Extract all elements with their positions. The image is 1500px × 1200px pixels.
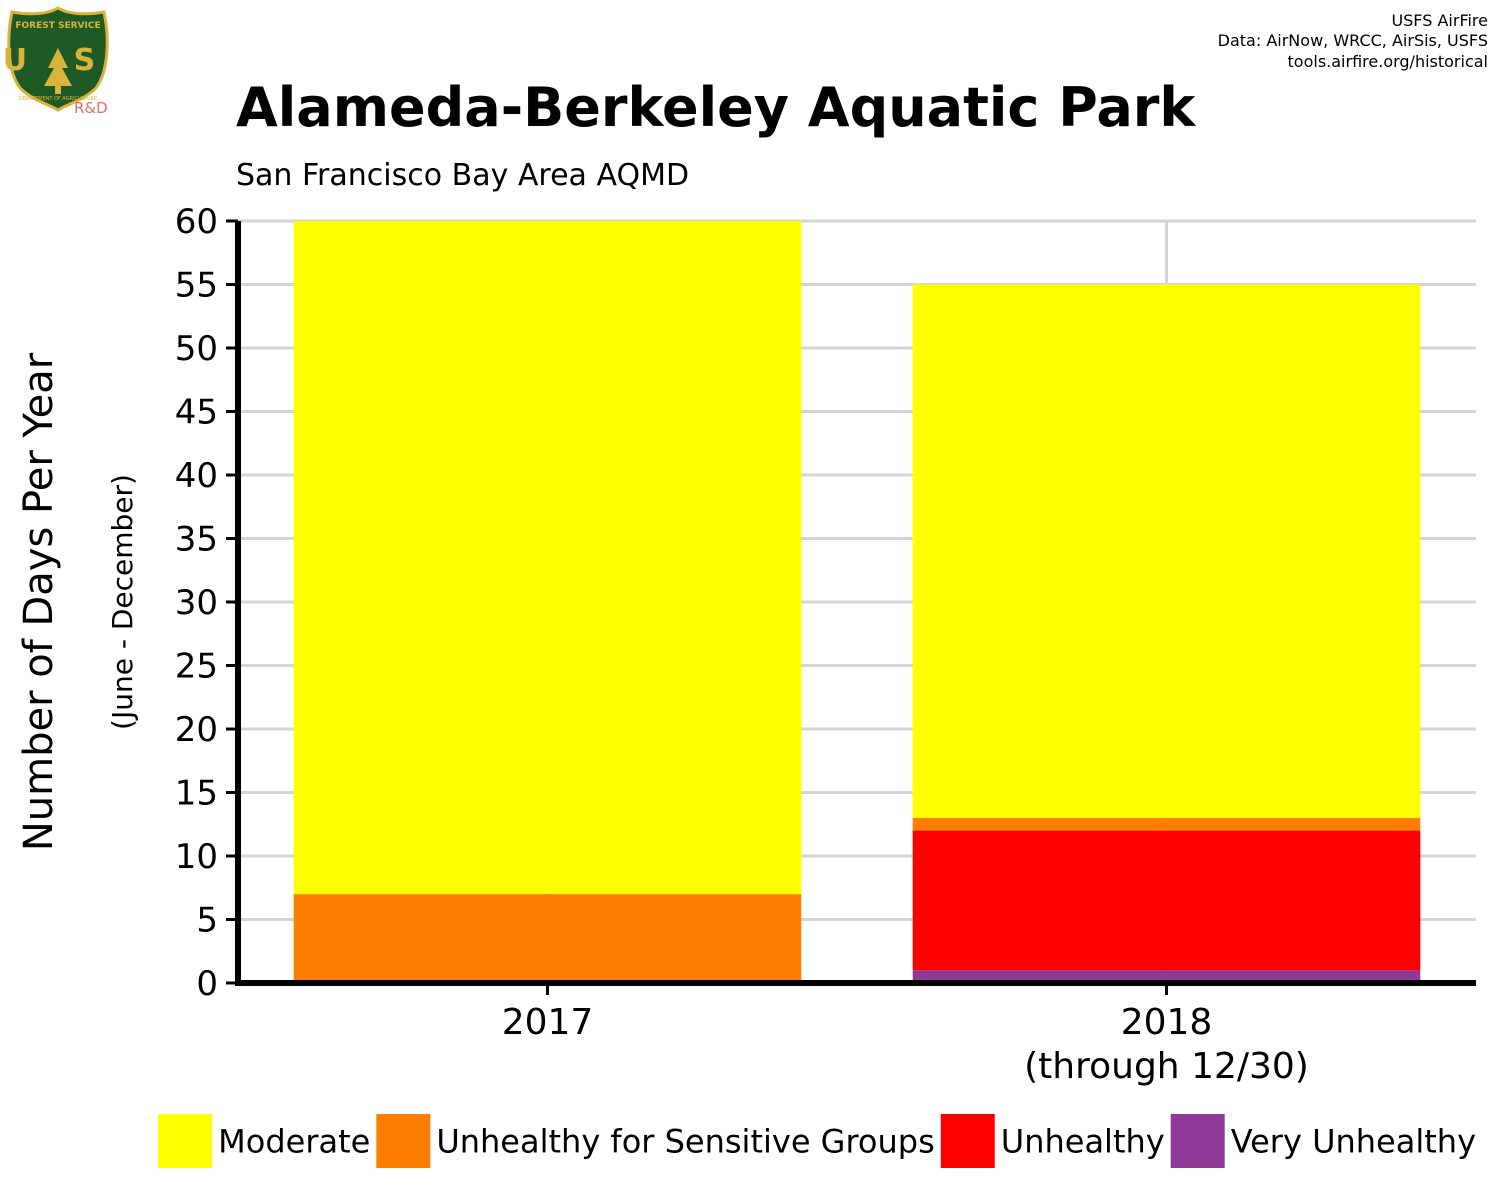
y-tick-label-35: 35 [175, 520, 218, 560]
legend-swatch-unhealthy [940, 1114, 995, 1168]
x-category-label-1-1: (through 12/30) [1024, 1046, 1309, 1087]
logo-letters: U S [3, 43, 113, 78]
y-tick-label-60: 60 [175, 202, 218, 242]
tree-trunk-icon [55, 86, 61, 94]
credit-line-2: Data: AirNow, WRCC, AirSis, USFS [1218, 31, 1488, 50]
credit-line-3: tools.airfire.org/historical [1288, 52, 1488, 71]
y-tick-label-0: 0 [196, 964, 218, 1004]
legend-swatch-very-unhealthy [1170, 1114, 1225, 1168]
legend-label-unhealthy-for-sensitive-groups: Unhealthy for Sensitive Groups [436, 1123, 934, 1161]
y-tick-label-55: 55 [175, 266, 218, 306]
y-tick-label-30: 30 [175, 583, 218, 623]
bar-2018-unhealthy [912, 830, 1421, 971]
bar-2018-unhealthy-for-sensitive-groups [912, 817, 1421, 831]
y-tick-label-10: 10 [175, 837, 218, 877]
chart-subtitle: San Francisco Bay Area AQMD [236, 158, 689, 193]
bar-2017-unhealthy-for-sensitive-groups [293, 894, 802, 983]
y-tick-label-45: 45 [175, 393, 218, 433]
y-axis-label: Number of Days Per Year [16, 352, 62, 851]
y-tick-label-25: 25 [175, 647, 218, 687]
tree-icon [44, 48, 72, 86]
y-tick-label-15: 15 [175, 774, 218, 814]
y-axis-sublabel: (June - December) [106, 474, 139, 730]
x-category-label-0-0: 2017 [502, 1002, 594, 1043]
legend-swatch-moderate [158, 1114, 213, 1168]
legend: Moderate Unhealthy for Sensitive Groups Un… [158, 1114, 1476, 1168]
legend-label-very-unhealthy: Very Unhealthy [1231, 1123, 1476, 1161]
y-tick-label-5: 5 [196, 901, 218, 941]
logo-rd-label: R&D [74, 99, 108, 117]
bar-2017-moderate [293, 221, 802, 895]
category-labels: 2017 2018(through 12/30) [502, 1002, 1309, 1087]
logo-top-text: FOREST SERVICE [15, 21, 100, 31]
tick-labels: 0 5 10 15 20 25 30 35 40 45 50 55 60 [175, 202, 218, 1004]
y-tick-label-20: 20 [175, 710, 218, 750]
y-tick-label-50: 50 [175, 329, 218, 369]
axes [226, 219, 1476, 995]
forest-service-logo: FOREST SERVICE U S DEPARTMENT OF AGRICUL… [3, 6, 113, 117]
bars [293, 221, 1421, 983]
legend-swatch-unhealthy-for-sensitive-groups [376, 1114, 431, 1168]
y-tick-label-40: 40 [175, 456, 218, 496]
bar-2018-moderate [912, 284, 1421, 818]
credit-line-1: USFS AirFire [1391, 11, 1488, 30]
legend-label-moderate: Moderate [218, 1123, 370, 1161]
x-category-label-1-0: 2018 [1121, 1002, 1213, 1043]
bar-2018-very-unhealthy [912, 970, 1421, 983]
chart-title: Alameda-Berkeley Aquatic Park [236, 76, 1196, 139]
logo-bottom-text: DEPARTMENT OF AGRICULTURE [19, 96, 97, 102]
legend-label-unhealthy: Unhealthy [1001, 1123, 1165, 1161]
